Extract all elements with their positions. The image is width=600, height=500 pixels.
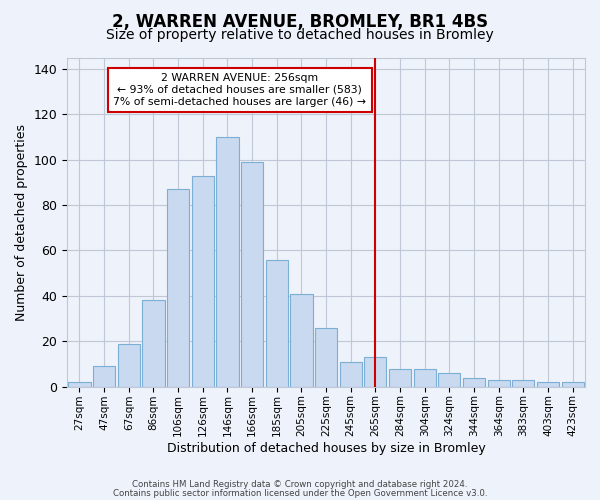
Bar [118,344,140,386]
Bar [389,368,411,386]
Bar [241,162,263,386]
Bar [167,189,189,386]
Text: Contains HM Land Registry data © Crown copyright and database right 2024.: Contains HM Land Registry data © Crown c… [132,480,468,489]
Text: 2 WARREN AVENUE: 256sqm
← 93% of detached houses are smaller (583)
7% of semi-de: 2 WARREN AVENUE: 256sqm ← 93% of detache… [113,74,366,106]
Y-axis label: Number of detached properties: Number of detached properties [15,124,28,320]
Bar [290,294,313,386]
Bar [488,380,510,386]
Bar [364,357,386,386]
Bar [217,137,239,386]
Bar [266,260,288,386]
Bar [562,382,584,386]
Bar [191,176,214,386]
Bar [537,382,559,386]
Bar [315,328,337,386]
Bar [142,300,164,386]
Text: Contains public sector information licensed under the Open Government Licence v3: Contains public sector information licen… [113,489,487,498]
Bar [438,373,460,386]
Bar [413,368,436,386]
Text: Size of property relative to detached houses in Bromley: Size of property relative to detached ho… [106,28,494,42]
Bar [340,362,362,386]
Bar [463,378,485,386]
X-axis label: Distribution of detached houses by size in Bromley: Distribution of detached houses by size … [167,442,485,455]
Bar [68,382,91,386]
Text: 2, WARREN AVENUE, BROMLEY, BR1 4BS: 2, WARREN AVENUE, BROMLEY, BR1 4BS [112,12,488,30]
Bar [93,366,115,386]
Bar [512,380,535,386]
